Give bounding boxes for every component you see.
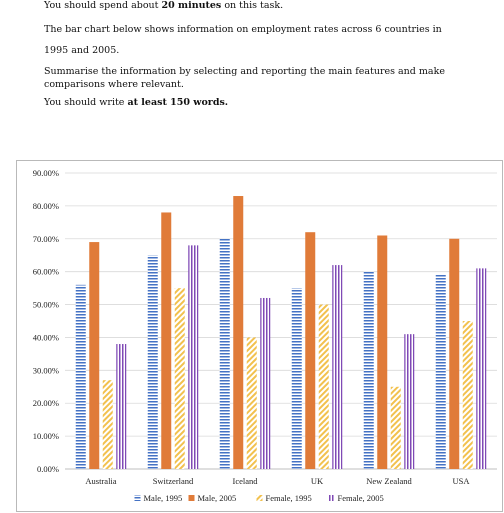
bar-female-2005-uk [332, 265, 343, 469]
chart-description-line2: 1995 and 2005. [44, 45, 120, 56]
x-tick-label: UK [311, 476, 324, 486]
task-line1: Summarise the information by selecting a… [44, 66, 445, 77]
y-tick-label: 70.00% [33, 234, 59, 244]
x-tick-label: USA [452, 476, 470, 486]
bar-male-2005-switzerland [161, 212, 172, 469]
y-tick-label: 90.00% [33, 168, 59, 178]
y-tick-label: 30.00% [33, 365, 59, 375]
legend-swatch [328, 495, 335, 501]
bar-female-1995-australia [102, 380, 113, 469]
bar-male-2005-usa [449, 238, 460, 469]
x-tick-label: Switzerland [153, 476, 194, 486]
legend-swatch [256, 495, 263, 501]
word-count-emphasis: at least 150 words. [127, 97, 229, 108]
legend-label: Female, 1995 [266, 493, 312, 503]
y-tick-label: 10.00% [33, 431, 59, 441]
bar-male-2005-uk [305, 232, 316, 469]
x-tick-label: Australia [85, 476, 116, 486]
bar-female-1995-uk [318, 304, 329, 469]
chart-container: 0.00% 10.00% 20.00% 30.00% 40.00% 50.00% 60.00… [16, 160, 503, 512]
bar-male-2005-new-zealand [377, 235, 388, 469]
y-tick-label: 80.00% [33, 201, 59, 211]
bar-male-2005-australia [89, 242, 100, 469]
y-tick-label: 0.00% [37, 464, 59, 474]
legend-label: Male, 2005 [198, 493, 237, 503]
bar-male-1995-uk [291, 288, 302, 469]
bar-chart: 0.00% 10.00% 20.00% 30.00% 40.00% 50.00% 60.00… [33, 168, 497, 503]
word-count-instruction: You should write at least 150 words. [44, 97, 229, 108]
y-tick-label: 50.00% [33, 300, 59, 310]
x-tick-label: Iceland [232, 476, 258, 486]
x-axis-ticks: Australia Switzerland Iceland UK New Zealand… [85, 476, 470, 486]
time-instruction: You should spend about 20 minutes on thi… [44, 0, 284, 11]
bar-female-2005-new-zealand [404, 334, 415, 469]
legend-label: Female, 2005 [338, 493, 384, 503]
legend: Male, 1995 Male, 2005 Female, 1995 Female, … [134, 493, 384, 503]
gridlines [65, 172, 497, 470]
bar-female-2005-switzerland [188, 245, 199, 469]
y-axis-ticks: 0.00% 10.00% 20.00% 30.00% 40.00% 50.00% 60.00… [33, 168, 59, 474]
bar-female-2005-usa [476, 268, 487, 469]
bar-female-1995-switzerland [174, 288, 185, 469]
y-tick-label: 20.00% [33, 398, 59, 408]
bars [75, 196, 487, 469]
bar-female-1995-iceland [246, 337, 257, 469]
bar-female-2005-iceland [260, 297, 271, 469]
y-tick-label: 60.00% [33, 267, 59, 277]
bar-male-1995-switzerland [147, 255, 158, 469]
bar-female-1995-usa [462, 321, 473, 469]
task-line2: comparisons where relevant. [44, 79, 184, 90]
chart-description-line1: The bar chart below shows information on… [44, 24, 442, 35]
legend-label: Male, 1995 [144, 493, 183, 503]
bar-male-2005-iceland [233, 196, 244, 469]
bar-female-2005-australia [116, 344, 127, 469]
x-tick-label: New Zealand [366, 476, 412, 486]
legend-swatch [134, 495, 141, 501]
bar-male-1995-iceland [219, 238, 230, 469]
legend-swatch [188, 495, 195, 501]
y-tick-label: 40.00% [33, 332, 59, 342]
time-emphasis: 20 minutes [161, 0, 222, 11]
bar-male-1995-usa [435, 274, 446, 469]
bar-male-1995-new-zealand [363, 271, 374, 469]
bar-female-1995-new-zealand [390, 386, 401, 469]
bar-male-1995-australia [75, 284, 86, 469]
